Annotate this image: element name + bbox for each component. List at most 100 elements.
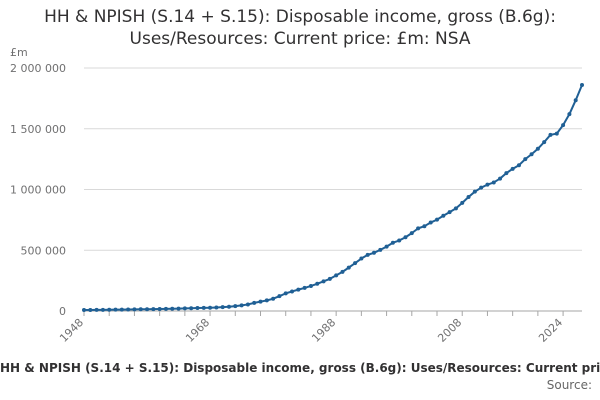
data-point bbox=[523, 157, 528, 162]
data-point bbox=[113, 307, 118, 312]
data-point bbox=[485, 182, 490, 187]
data-point bbox=[327, 276, 332, 281]
data-point bbox=[138, 307, 143, 312]
data-point bbox=[189, 306, 194, 311]
data-point bbox=[567, 112, 572, 117]
data-point bbox=[472, 189, 477, 194]
data-point bbox=[466, 195, 471, 200]
data-point bbox=[163, 306, 168, 311]
data-point bbox=[214, 305, 219, 310]
y-tick-label: 1 000 000 bbox=[10, 184, 66, 197]
chart-title-line-2: Uses/Resources: Current price: £m: NSA bbox=[129, 29, 471, 49]
data-point bbox=[308, 283, 313, 288]
data-point bbox=[435, 217, 440, 222]
line-chart: £m 0 500 000 1 000 000 1 500 000 2 000 000 1… bbox=[10, 46, 584, 345]
data-point bbox=[176, 306, 181, 311]
data-point bbox=[554, 131, 559, 136]
data-point bbox=[378, 247, 383, 252]
data-point bbox=[409, 231, 414, 236]
data-point bbox=[119, 307, 124, 312]
data-point bbox=[447, 210, 452, 215]
y-tick-label: 0 bbox=[59, 305, 66, 318]
data-point bbox=[535, 146, 540, 151]
data-point bbox=[290, 289, 295, 294]
data-point bbox=[403, 235, 408, 240]
y-tick-label: 2 000 000 bbox=[10, 62, 66, 75]
data-point bbox=[321, 279, 326, 284]
data-point bbox=[252, 300, 257, 305]
x-axis: 1948 1968 1988 2008 2024 bbox=[57, 311, 565, 345]
data-point bbox=[239, 303, 244, 308]
data-point bbox=[428, 220, 433, 225]
data-point bbox=[441, 213, 446, 218]
data-point bbox=[88, 307, 93, 312]
chart-caption: HH & NPISH (S.14 + S.15): Disposable inc… bbox=[0, 361, 600, 375]
data-point bbox=[491, 180, 496, 185]
data-point bbox=[479, 185, 484, 190]
data-point bbox=[258, 299, 263, 304]
data-point bbox=[126, 307, 131, 312]
x-tick-label: 1968 bbox=[183, 316, 212, 345]
data-point bbox=[94, 307, 99, 312]
x-tick-label: 2024 bbox=[536, 316, 565, 345]
data-point bbox=[529, 152, 534, 157]
data-point bbox=[453, 206, 458, 211]
data-point bbox=[498, 176, 503, 181]
data-point bbox=[397, 238, 402, 243]
data-point bbox=[561, 123, 566, 128]
data-point bbox=[201, 305, 206, 310]
data-point bbox=[182, 306, 187, 311]
series-line bbox=[83, 84, 583, 312]
data-point bbox=[220, 305, 225, 310]
source-label: Source: bbox=[546, 378, 592, 392]
data-point bbox=[315, 281, 320, 286]
data-point bbox=[296, 287, 301, 292]
data-point bbox=[542, 140, 547, 145]
data-point bbox=[390, 240, 395, 245]
data-point bbox=[580, 83, 584, 88]
x-tick-label: 2008 bbox=[435, 316, 464, 345]
x-tick-label: 1948 bbox=[57, 316, 86, 345]
data-point bbox=[107, 307, 112, 312]
data-point bbox=[365, 252, 370, 257]
x-tick-label: 1988 bbox=[309, 316, 338, 345]
data-point bbox=[283, 291, 288, 296]
data-point bbox=[170, 306, 175, 311]
data-point bbox=[422, 224, 427, 229]
data-point bbox=[233, 304, 238, 309]
data-point bbox=[371, 250, 376, 255]
data-point bbox=[548, 132, 553, 137]
data-point bbox=[100, 307, 105, 312]
data-point bbox=[145, 307, 150, 312]
chart-title: HH & NPISH (S.14 + S.15): Disposable inc… bbox=[0, 6, 600, 50]
data-point bbox=[340, 269, 345, 274]
y-tick-label: 500 000 bbox=[21, 244, 67, 257]
data-point bbox=[277, 294, 282, 299]
data-point bbox=[226, 304, 231, 309]
y-axis-ticks: 0 500 000 1 000 000 1 500 000 2 000 000 bbox=[10, 62, 66, 318]
y-tick-label: 1 500 000 bbox=[10, 123, 66, 136]
data-point bbox=[151, 307, 156, 312]
data-point bbox=[82, 308, 86, 313]
data-point bbox=[346, 265, 351, 270]
data-point bbox=[504, 171, 509, 176]
data-point bbox=[208, 305, 213, 310]
grid-lines bbox=[84, 67, 582, 312]
data-point bbox=[271, 296, 276, 301]
data-point bbox=[302, 285, 307, 290]
data-point bbox=[334, 273, 339, 278]
data-point bbox=[353, 261, 358, 266]
data-point bbox=[516, 163, 521, 168]
data-point bbox=[510, 166, 515, 171]
data-series bbox=[82, 83, 584, 313]
data-point bbox=[573, 98, 578, 103]
data-point bbox=[195, 306, 200, 311]
y-axis-label: £m bbox=[10, 46, 28, 59]
data-point bbox=[384, 244, 389, 249]
chart-title-line-1: HH & NPISH (S.14 + S.15): Disposable inc… bbox=[44, 7, 556, 27]
data-point bbox=[132, 307, 137, 312]
data-point bbox=[359, 256, 364, 261]
data-point bbox=[264, 298, 269, 303]
data-point bbox=[157, 306, 162, 311]
data-point bbox=[245, 302, 250, 307]
